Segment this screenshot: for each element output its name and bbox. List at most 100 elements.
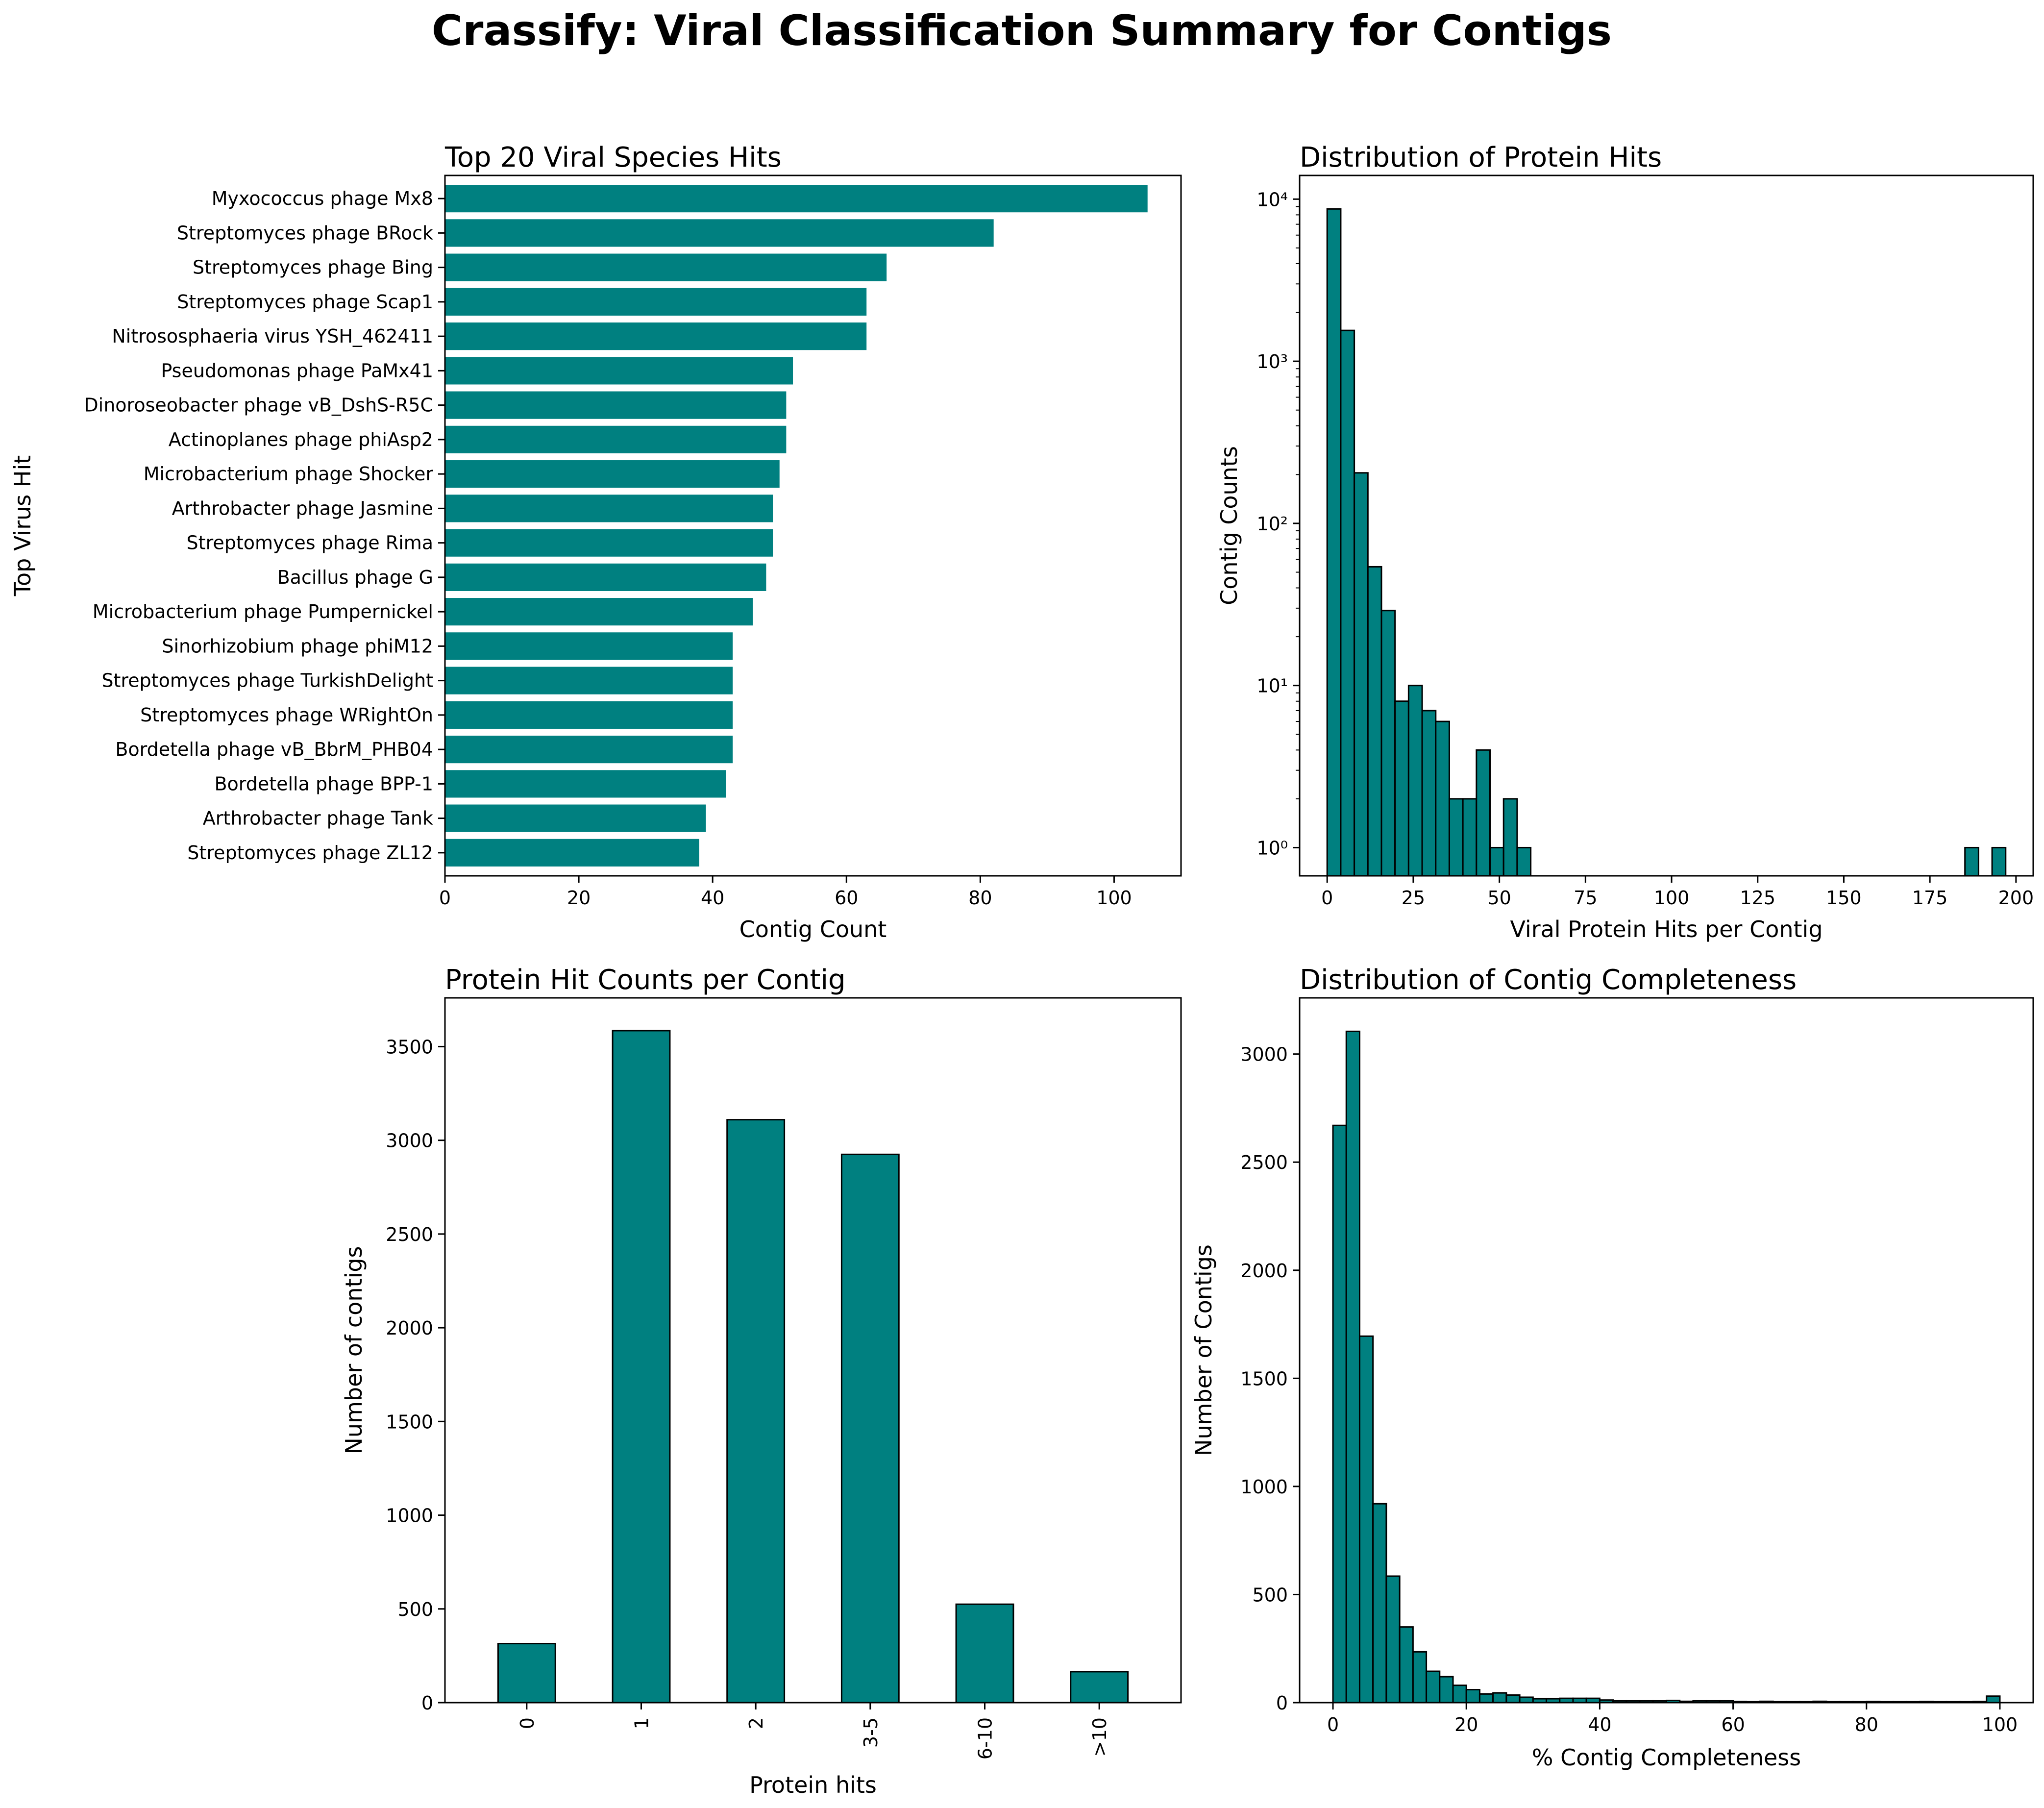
category-label: Dinoroseobacter phage vB_DshS-R5C <box>84 395 433 416</box>
protein-hit-counts-bar-chart: 0 1 2 3-5 6-10 >10 0 500 1000 1500 2000 2500 3000 350… <box>341 964 1182 1798</box>
y-axis-label: Contig Counts <box>1216 446 1242 605</box>
x-tick-label: 100 <box>1654 887 1690 909</box>
category-label: 1 <box>631 1717 653 1729</box>
histogram-bar <box>1502 798 1518 877</box>
histogram-bar <box>1986 1695 2001 1704</box>
histogram-bar <box>1478 1693 1494 1704</box>
figure-title: Crassify: Viral Classification Summary f… <box>432 6 1612 55</box>
bar <box>445 529 773 557</box>
bar <box>445 460 780 488</box>
histogram-bar <box>1332 1124 1347 1704</box>
bar <box>445 185 1148 213</box>
axes-frame <box>444 174 1182 877</box>
category-label: Streptomyces phage BRock <box>177 222 433 244</box>
histogram-bar <box>1421 710 1437 877</box>
y-tick-label: 10² <box>1256 513 1288 535</box>
y-tick-label: 0 <box>1276 1692 1288 1714</box>
category-label: Bacillus phage G <box>277 567 433 588</box>
histogram-bar <box>1452 1684 1467 1704</box>
bar <box>445 839 699 867</box>
x-tick-label: 0 <box>1321 887 1333 909</box>
bar <box>1070 1671 1129 1704</box>
category-label: Streptomyces phage Rima <box>187 532 433 554</box>
panel-title: Protein Hit Counts per Contig <box>445 964 846 996</box>
axes-frame <box>1299 174 2034 877</box>
histogram-bar <box>1476 749 1491 877</box>
x-tick-label: 100 <box>1982 1714 2018 1735</box>
histogram-bar <box>1448 798 1464 877</box>
category-label: Microbacterium phage Pumpernickel <box>93 601 433 622</box>
x-tick-label: 80 <box>968 887 992 909</box>
axes-frame <box>1299 997 2034 1704</box>
x-axis-label: Viral Protein Hits per Contig <box>1510 916 1822 942</box>
histogram-bar <box>1394 700 1409 877</box>
y-tick-label: 10⁴ <box>1256 189 1288 210</box>
x-axis-label: Protein hits <box>749 1772 877 1798</box>
y-tick-label: 2000 <box>1240 1260 1288 1282</box>
bar <box>445 632 733 660</box>
histogram-bar <box>1326 208 1342 877</box>
bar <box>445 253 887 281</box>
y-tick-label: 1000 <box>1240 1476 1288 1498</box>
bar <box>445 288 867 316</box>
y-tick-label: 1500 <box>386 1411 433 1433</box>
category-label: Streptomyces phage Scap1 <box>177 291 433 313</box>
y-tick-label: 3500 <box>386 1036 433 1058</box>
y-tick-label: 10³ <box>1256 351 1288 372</box>
y-axis-label: Number of Contigs <box>1190 1244 1217 1456</box>
x-tick-label: 125 <box>1740 887 1775 909</box>
panel-title: Distribution of Protein Hits <box>1300 142 1662 173</box>
y-tick-label: 2000 <box>386 1317 433 1339</box>
y-tick-label: 500 <box>397 1599 433 1620</box>
x-axis-label: % Contig Completeness <box>1532 1744 1801 1771</box>
protein-hits-histogram: 0 25 50 75 100 125 150 175 200 10⁰ 10¹ 10² 10³ 10⁴ Dis… <box>1216 142 2034 942</box>
bar <box>726 1119 786 1704</box>
histogram-bar <box>1505 1694 1521 1704</box>
bar <box>445 219 994 247</box>
category-label: Bordetella phage vB_BbrM_PHB04 <box>115 739 433 760</box>
y-tick-label: 1500 <box>1240 1368 1288 1389</box>
category-label: Streptomyces phage WRightOn <box>140 704 433 726</box>
category-label: Sinorhizobium phage phiM12 <box>162 635 433 657</box>
bar <box>445 736 733 764</box>
x-tick-label: 50 <box>1487 887 1511 909</box>
bar <box>445 667 733 694</box>
category-label: Actinoplanes phage phiAsp2 <box>169 429 433 450</box>
bar <box>497 1643 556 1704</box>
bar <box>445 322 867 350</box>
histogram-bar <box>1380 610 1396 877</box>
category-label: 2 <box>745 1717 767 1729</box>
category-label: Bordetella phage BPP-1 <box>214 773 433 794</box>
x-tick-label: 25 <box>1402 887 1425 909</box>
histogram-bar <box>1399 1626 1414 1704</box>
histogram-bar <box>1372 1503 1387 1704</box>
panel-title: Top 20 Viral Species Hits <box>444 142 782 173</box>
category-label: Streptomyces phage Bing <box>193 257 433 278</box>
y-tick-label: 500 <box>1252 1584 1288 1606</box>
y-tick-label: 1000 <box>386 1505 433 1527</box>
x-tick-label: 40 <box>1588 1714 1611 1735</box>
y-tick-label: 10⁰ <box>1256 837 1288 859</box>
bar <box>445 701 733 729</box>
y-tick-label: 3000 <box>386 1130 433 1152</box>
x-tick-label: 0 <box>1327 1714 1339 1735</box>
y-tick-label: 2500 <box>386 1224 433 1245</box>
category-label: 6-10 <box>975 1717 996 1759</box>
x-tick-label: 40 <box>701 887 724 909</box>
histogram-bar <box>1439 1676 1454 1704</box>
x-tick-label: 200 <box>1998 887 2034 909</box>
histogram-bar <box>1407 685 1423 877</box>
category-label: Microbacterium phage Shocker <box>144 463 434 485</box>
y-axis-label: Number of contigs <box>341 1246 367 1455</box>
histogram-bar <box>1358 1335 1374 1704</box>
bar <box>612 1030 671 1704</box>
histogram-bar <box>1412 1651 1428 1704</box>
histogram-bar <box>1492 1692 1507 1704</box>
histogram-bar <box>1340 329 1355 877</box>
y-axis-label: Top Virus Hit <box>9 455 36 597</box>
y-tick-label: 2500 <box>1240 1152 1288 1173</box>
histogram-bar <box>1519 1696 1534 1704</box>
x-tick-label: 60 <box>1721 1714 1745 1735</box>
